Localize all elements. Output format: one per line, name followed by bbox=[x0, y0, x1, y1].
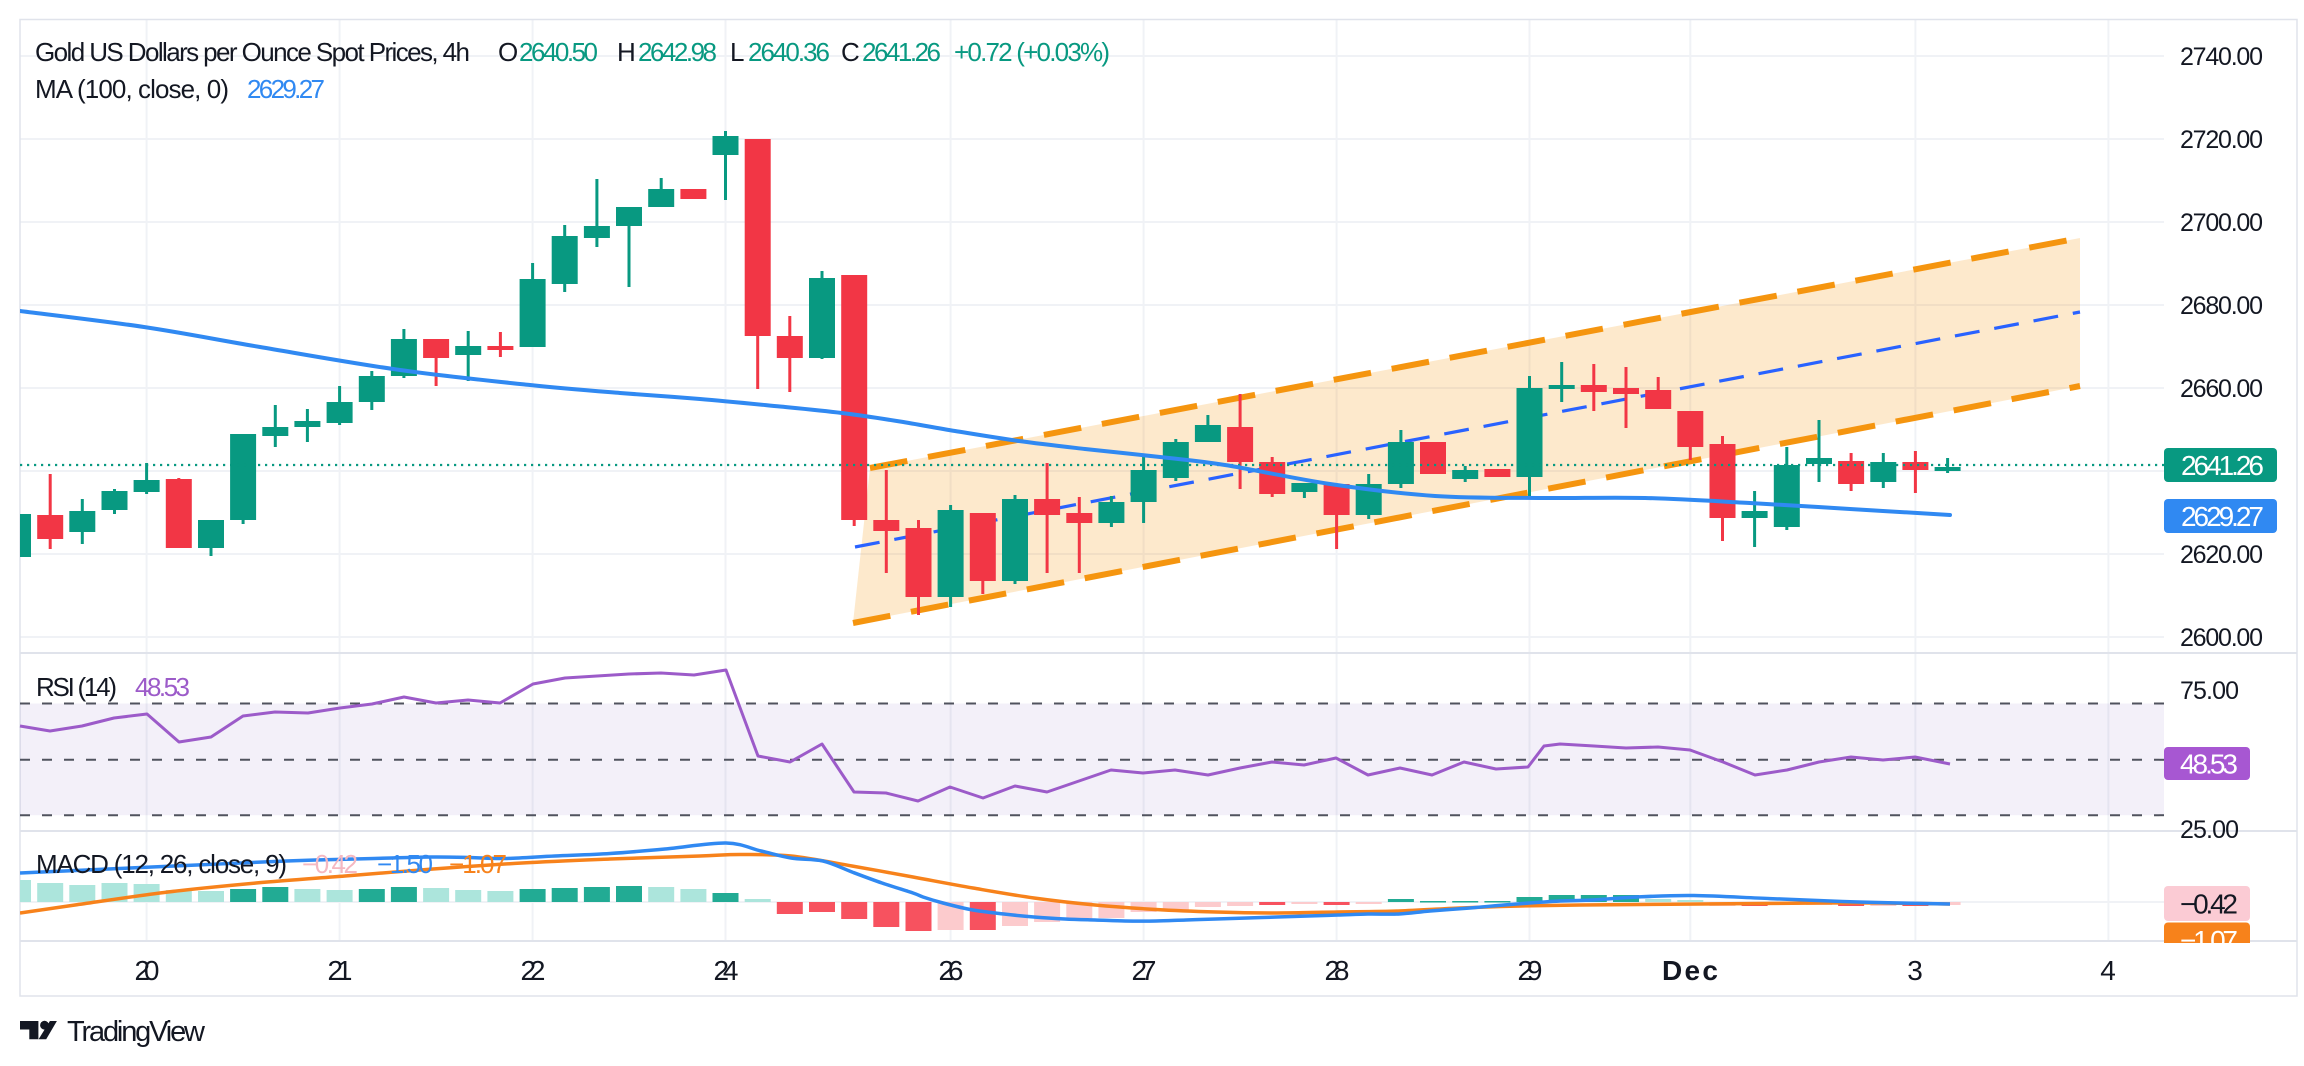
svg-text:2629.27: 2629.27 bbox=[247, 74, 325, 104]
svg-text:22: 22 bbox=[521, 955, 546, 986]
svg-text:−0.42: −0.42 bbox=[302, 849, 358, 879]
svg-text:MACD (12, 26, close, 9): MACD (12, 26, close, 9) bbox=[36, 849, 287, 879]
svg-text:2641.26: 2641.26 bbox=[862, 37, 941, 67]
svg-text:25.00: 25.00 bbox=[2180, 816, 2239, 844]
svg-text:20: 20 bbox=[135, 955, 160, 986]
svg-text:2660.00: 2660.00 bbox=[2180, 375, 2263, 403]
svg-text:−1.07: −1.07 bbox=[2180, 925, 2238, 956]
svg-text:O: O bbox=[498, 37, 518, 67]
svg-text:75.00: 75.00 bbox=[2180, 677, 2239, 705]
svg-text:4: 4 bbox=[2100, 955, 2116, 986]
svg-text:+0.72 (+0.03%): +0.72 (+0.03%) bbox=[954, 37, 1110, 67]
svg-text:MA (100, close, 0): MA (100, close, 0) bbox=[35, 74, 229, 104]
svg-text:TradingView: TradingView bbox=[67, 1016, 206, 1048]
svg-text:2641.26: 2641.26 bbox=[2181, 450, 2264, 481]
svg-text:48.53: 48.53 bbox=[135, 672, 190, 702]
svg-text:H: H bbox=[617, 37, 636, 67]
svg-text:27: 27 bbox=[1132, 955, 1157, 986]
svg-text:−0.42: −0.42 bbox=[2180, 889, 2238, 920]
svg-text:Dec: Dec bbox=[1662, 955, 1718, 986]
svg-text:3: 3 bbox=[1907, 955, 1923, 986]
svg-text:2680.00: 2680.00 bbox=[2180, 292, 2263, 320]
svg-text:Gold US Dollars per Ounce Spot: Gold US Dollars per Ounce Spot Prices, 4… bbox=[35, 37, 470, 67]
svg-text:−1.07: −1.07 bbox=[449, 849, 507, 879]
svg-text:2629.27: 2629.27 bbox=[2181, 501, 2264, 532]
svg-text:RSI (14): RSI (14) bbox=[36, 672, 117, 702]
svg-text:29: 29 bbox=[1518, 955, 1543, 986]
svg-text:26: 26 bbox=[939, 955, 964, 986]
svg-text:2640.50: 2640.50 bbox=[519, 37, 598, 67]
svg-text:48.53: 48.53 bbox=[2180, 749, 2238, 780]
svg-text:2600.00: 2600.00 bbox=[2180, 624, 2263, 652]
svg-text:2700.00: 2700.00 bbox=[2180, 209, 2263, 237]
svg-text:2642.98: 2642.98 bbox=[638, 37, 717, 67]
svg-text:C: C bbox=[841, 37, 860, 67]
svg-text:24: 24 bbox=[714, 955, 739, 986]
svg-text:2720.00: 2720.00 bbox=[2180, 126, 2263, 154]
svg-text:2740.00: 2740.00 bbox=[2180, 43, 2263, 71]
svg-text:2640.36: 2640.36 bbox=[748, 37, 830, 67]
svg-text:21: 21 bbox=[328, 955, 353, 986]
svg-text:−1.50: −1.50 bbox=[377, 849, 433, 879]
svg-text:28: 28 bbox=[1325, 955, 1350, 986]
svg-text:2620.00: 2620.00 bbox=[2180, 541, 2263, 569]
svg-text:L: L bbox=[730, 37, 744, 67]
